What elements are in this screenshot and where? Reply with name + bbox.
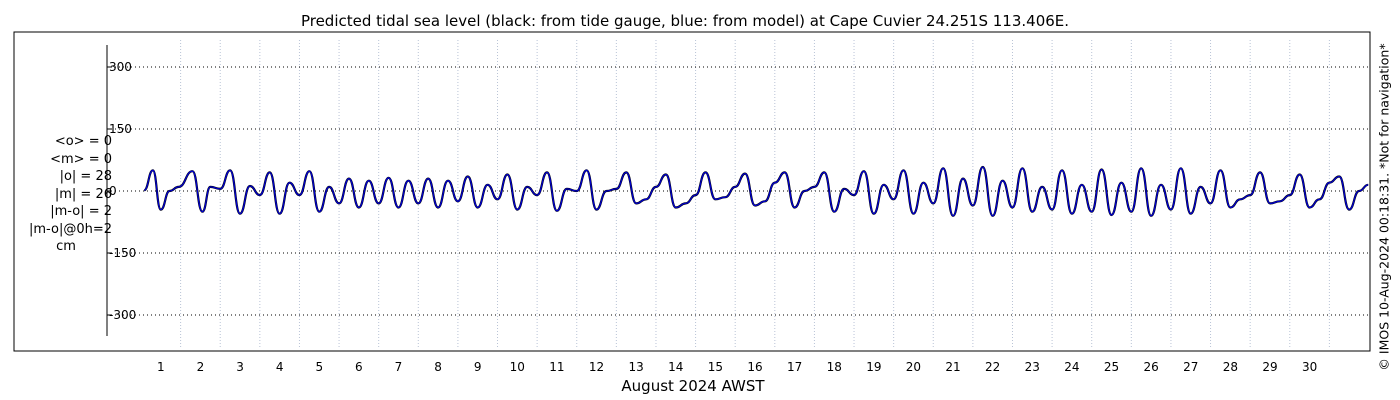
y-tick-label: 150	[109, 122, 132, 136]
credit-text: © IMOS 10-Aug-2024 00:18:31. *Not for na…	[1376, 43, 1392, 371]
x-tick-label: 11	[549, 360, 564, 374]
chart-title: Predicted tidal sea level (black: from t…	[301, 12, 1069, 30]
x-tick-label: 22	[985, 360, 1000, 374]
x-tick-label: 21	[945, 360, 960, 374]
stat-mean-model: <m> = 0	[50, 151, 112, 167]
x-tick-label: 18	[827, 360, 842, 374]
x-tick-label: 16	[747, 360, 762, 374]
x-tick-label: 14	[668, 360, 683, 374]
y-tick-label: -300	[109, 308, 136, 322]
plot-frame	[13, 31, 1371, 352]
x-tick-label: 29	[1262, 360, 1277, 374]
x-tick-label: 5	[315, 360, 323, 374]
y-tick-labels: 300 150 0 -150 -300	[109, 60, 136, 322]
stat-abs-model: |m| = 26	[54, 186, 112, 202]
x-tick-labels: 1 2 3 4 5 6 7 8 9 10 11 12 13 14 15 16 17 18 19 20 21 22 23 24 2…	[157, 360, 1317, 374]
x-tick-label: 2	[197, 360, 205, 374]
x-tick-label: 24	[1064, 360, 1079, 374]
x-tick-label: 4	[276, 360, 284, 374]
x-tick-label: 6	[355, 360, 363, 374]
x-tick-label: 1	[157, 360, 165, 374]
x-tick-label: 7	[395, 360, 403, 374]
x-tick-label: 9	[474, 360, 482, 374]
x-tick-label: 30	[1302, 360, 1317, 374]
x-tick-label: 15	[708, 360, 723, 374]
credit-note: © IMOS 10-Aug-2024 00:18:31. *Not for na…	[1373, 20, 1395, 394]
x-tick-label: 27	[1183, 360, 1198, 374]
y-tick-label: 0	[109, 184, 117, 198]
y-gridlines	[107, 66, 1369, 316]
stat-abs-obs: |o| = 28	[59, 169, 112, 184]
stat-abs-diff: |m-o| = 2	[50, 204, 112, 219]
y-tick-label: -150	[109, 246, 136, 260]
x-axis-label: August 2024 AWST	[621, 377, 765, 395]
x-gridlines	[180, 40, 1330, 349]
x-tick-label: 12	[589, 360, 604, 374]
x-tick-label: 10	[510, 360, 525, 374]
stat-mean-obs: <o> = 0	[54, 134, 112, 149]
x-tick-label: 13	[629, 360, 644, 374]
y-tick-label: 300	[109, 60, 132, 74]
stat-unit: cm	[56, 239, 76, 254]
x-tick-label: 28	[1223, 360, 1238, 374]
x-tick-label: 8	[434, 360, 442, 374]
tide-series	[143, 165, 1369, 217]
stat-diff-0h: |m-o|@0h=2	[29, 221, 112, 237]
x-tick-label: 26	[1143, 360, 1158, 374]
x-tick-label: 20	[906, 360, 921, 374]
x-tick-label: 19	[866, 360, 881, 374]
x-tick-label: 17	[787, 360, 802, 374]
x-tick-label: 3	[236, 360, 244, 374]
x-tick-label: 23	[1025, 360, 1040, 374]
x-tick-label: 25	[1104, 360, 1119, 374]
stats-panel: <o> = 0 <m> = 0 |o| = 28 |m| = 26 |m-o| …	[20, 133, 112, 256]
series-line-model	[143, 166, 1369, 217]
